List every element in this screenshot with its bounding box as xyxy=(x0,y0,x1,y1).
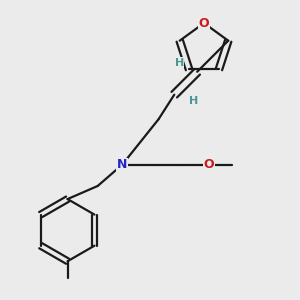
Text: H: H xyxy=(175,58,184,68)
Text: N: N xyxy=(117,158,128,171)
Text: H: H xyxy=(189,96,198,106)
Text: O: O xyxy=(204,158,214,171)
Text: O: O xyxy=(199,16,209,30)
